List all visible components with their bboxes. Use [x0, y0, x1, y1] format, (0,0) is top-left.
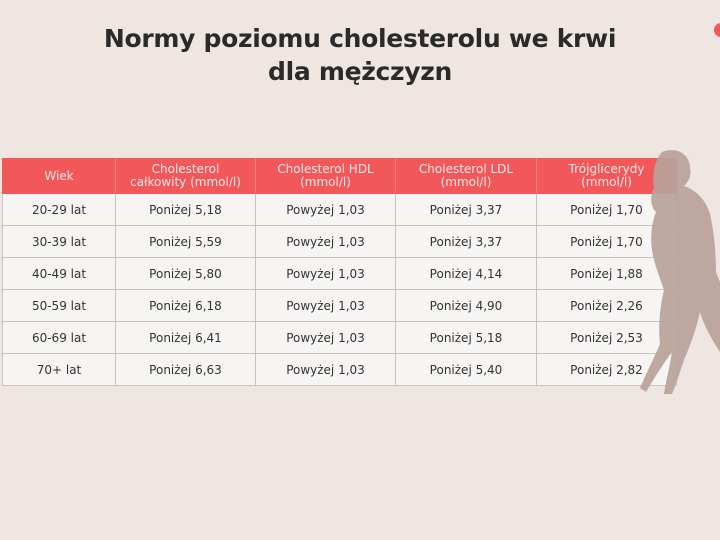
cholesterol-table: Wiek Cholesterol całkowity (mmol/l) Choles… — [2, 158, 677, 386]
value-cell: Powyżej 1,03 — [255, 289, 396, 322]
title: Normy poziomu cholesterolu we krwi dla m… — [103, 24, 617, 86]
value-cell: Poniżej 4,14 — [395, 257, 537, 290]
value-cell: Powyżej 1,03 — [255, 321, 396, 354]
value-cell: Poniżej 5,18 — [395, 321, 537, 354]
header-cell: Trójglicerydy (mmol/l) — [536, 158, 677, 194]
value-cell: Poniżej 2,26 — [536, 289, 677, 322]
value-cell: Poniżej 3,37 — [395, 193, 537, 226]
age-cell: 40-49 lat — [2, 257, 116, 290]
value-cell: Poniżej 6,18 — [115, 289, 256, 322]
age-cell: 70+ lat — [2, 353, 116, 386]
table-body: 20-29 lat Poniżej 5,18 Powyżej 1,03 Poniżej… — [2, 193, 677, 386]
value-cell: Poniżej 6,41 — [115, 321, 256, 354]
table-row: 20-29 lat Poniżej 5,18 Powyżej 1,03 Poniżej… — [2, 193, 677, 226]
value-cell: Poniżej 5,40 — [395, 353, 537, 386]
value-cell: Powyżej 1,03 — [255, 353, 396, 386]
header-cell: Cholesterol LDL (mmol/l) — [395, 158, 537, 194]
value-cell: Poniżej 5,18 — [115, 193, 256, 226]
value-cell: Powyżej 1,03 — [255, 193, 396, 226]
value-cell: Poniżej 5,80 — [115, 257, 256, 290]
value-cell: Poniżej 5,59 — [115, 225, 256, 258]
value-cell: Poniżej 2,82 — [536, 353, 677, 386]
value-cell: Poniżej 1,70 — [536, 225, 677, 258]
table-row: 40-49 lat Poniżej 5,80 Powyżej 1,03 Poniżej… — [2, 257, 677, 290]
red-dot — [714, 23, 720, 37]
age-cell: 50-59 lat — [2, 289, 116, 322]
table-row: 30-39 lat Poniżej 5,59 Powyżej 1,03 Poniżej… — [2, 225, 677, 258]
value-cell: Poniżej 2,53 — [536, 321, 677, 354]
header-row: Wiek Cholesterol całkowity (mmol/l) Choles… — [2, 158, 677, 194]
value-cell: Poniżej 3,37 — [395, 225, 537, 258]
value-cell: Poniżej 1,88 — [536, 257, 677, 290]
age-cell: 30-39 lat — [2, 225, 116, 258]
value-cell: Poniżej 1,70 — [536, 193, 677, 226]
table-row: 70+ lat Poniżej 6,63 Powyżej 1,03 Poniżej 5… — [2, 353, 677, 386]
age-cell: 60-69 lat — [2, 321, 116, 354]
age-cell: 20-29 lat — [2, 193, 116, 226]
table-row: 50-59 lat Poniżej 6,18 Powyżej 1,03 Poniżej… — [2, 289, 677, 322]
value-cell: Poniżej 4,90 — [395, 289, 537, 322]
header-cell: Wiek — [2, 158, 116, 194]
table-row: 60-69 lat Poniżej 6,41 Powyżej 1,03 Poniżej… — [2, 321, 677, 354]
value-cell: Powyżej 1,03 — [255, 225, 396, 258]
value-cell: Powyżej 1,03 — [255, 257, 396, 290]
header-cell: Cholesterol HDL (mmol/l) — [255, 158, 396, 194]
header-cell: Cholesterol całkowity (mmol/l) — [115, 158, 256, 194]
value-cell: Poniżej 6,63 — [115, 353, 256, 386]
